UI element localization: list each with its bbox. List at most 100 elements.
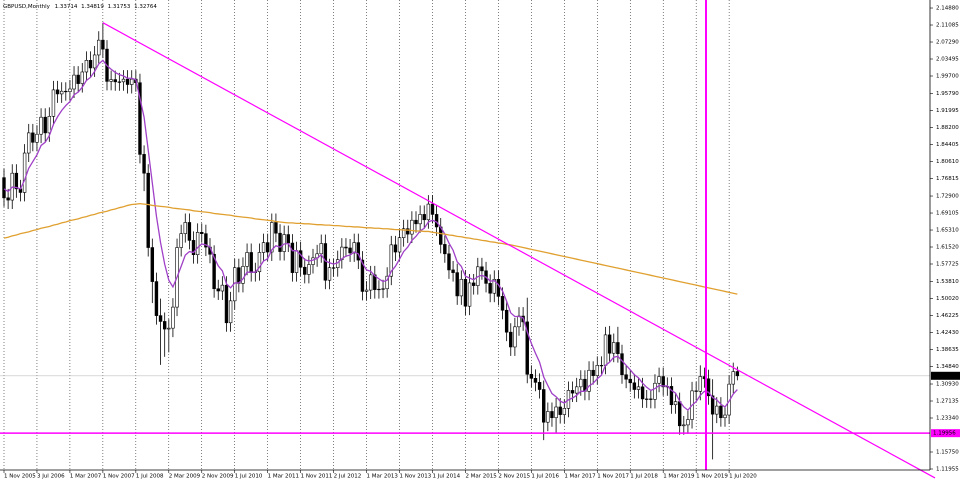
candle-body bbox=[72, 74, 76, 90]
candle-body bbox=[171, 306, 175, 329]
plot-area bbox=[0, 22, 936, 479]
candle-body bbox=[331, 267, 336, 269]
candle-body bbox=[121, 78, 126, 83]
candle-body bbox=[459, 279, 464, 297]
candle-body bbox=[636, 386, 641, 390]
y-tick-label: 1.80610 bbox=[936, 159, 959, 165]
x-tick-label: 1 Jul 2008 bbox=[136, 474, 164, 480]
candle-body bbox=[422, 214, 426, 221]
y-tick-label: 1.50020 bbox=[936, 296, 959, 302]
candle-body bbox=[109, 79, 113, 82]
candle-body bbox=[51, 89, 56, 117]
candle-body bbox=[418, 214, 422, 225]
candle-body bbox=[245, 252, 249, 267]
candle-body bbox=[719, 405, 723, 419]
candle-body bbox=[401, 228, 406, 238]
x-tick-label: 1 Mar 2013 bbox=[367, 474, 399, 480]
candle-body bbox=[14, 172, 19, 190]
candle-body bbox=[426, 203, 431, 221]
candle-body bbox=[55, 89, 60, 95]
symbol: GBPUSD,Monthly bbox=[3, 4, 51, 10]
candle-body bbox=[587, 369, 591, 392]
candle-body bbox=[389, 244, 393, 277]
candle-body bbox=[677, 401, 682, 427]
candle-body bbox=[76, 74, 80, 84]
candle-body bbox=[669, 386, 674, 406]
candle-body bbox=[352, 242, 356, 254]
candle-body bbox=[451, 269, 455, 273]
x-tick-label: 2 Mar 2015 bbox=[465, 474, 497, 480]
candle-body bbox=[64, 90, 68, 93]
candle-body bbox=[661, 376, 665, 388]
candle-body bbox=[509, 331, 513, 348]
candle-body bbox=[624, 374, 628, 380]
candle-body bbox=[88, 60, 93, 69]
y-tick-label: 1.65310 bbox=[936, 228, 959, 234]
candle-body bbox=[286, 234, 290, 244]
x-tick-label: 2 Mar 2009 bbox=[169, 474, 201, 480]
candle-body bbox=[47, 116, 52, 134]
candle-body bbox=[327, 267, 332, 281]
candle-body bbox=[471, 282, 476, 286]
candle-body bbox=[488, 283, 492, 294]
candle-body bbox=[550, 411, 554, 419]
candle-body bbox=[628, 378, 632, 384]
x-tick-label: 1 Mar 2011 bbox=[268, 474, 299, 480]
candle-body bbox=[443, 244, 447, 255]
candle-body bbox=[6, 197, 10, 201]
candle-body bbox=[220, 284, 225, 292]
candle-body bbox=[657, 376, 661, 384]
y-tick-label: 1.57725 bbox=[936, 261, 959, 267]
x-tick-label: 1 Jul 2016 bbox=[531, 474, 559, 480]
y-tick-label: 1.15750 bbox=[936, 449, 959, 455]
candle-body bbox=[265, 242, 270, 253]
candle-body bbox=[682, 424, 686, 427]
y-tick-label: 1.42430 bbox=[936, 330, 959, 336]
candle-body bbox=[162, 321, 167, 330]
candle-body bbox=[542, 389, 546, 423]
candle-body bbox=[92, 54, 97, 69]
candle-body bbox=[228, 300, 233, 324]
candle-body bbox=[645, 398, 649, 400]
y-tick-label: 2.03495 bbox=[936, 57, 959, 63]
candle-body bbox=[496, 279, 501, 297]
x-tick-label: 1 Jul 2020 bbox=[729, 474, 757, 480]
candle-body bbox=[237, 267, 241, 284]
x-tick-label: 1 Mar 2007 bbox=[70, 474, 102, 480]
candle-body bbox=[356, 242, 361, 261]
candle-body bbox=[381, 288, 385, 290]
y-tick-label: 1.88200 bbox=[936, 125, 959, 131]
candle-body bbox=[640, 386, 645, 400]
candle-body bbox=[80, 71, 84, 84]
moving-average-line bbox=[3, 59, 738, 412]
x-tick-label: 1 Nov 2011 bbox=[301, 474, 333, 480]
candle-body bbox=[723, 414, 727, 419]
candle-body bbox=[562, 408, 567, 415]
level-label-box bbox=[931, 429, 960, 438]
y-tick-label: 1.46225 bbox=[936, 313, 959, 319]
y-tick-label: 1.95790 bbox=[936, 91, 959, 97]
candle-body bbox=[558, 406, 562, 415]
candle-body bbox=[612, 342, 616, 354]
candle-body bbox=[492, 279, 496, 294]
candle-body bbox=[455, 272, 459, 297]
y-tick-label: 1.27135 bbox=[936, 399, 959, 405]
y-tick-label: 1.69105 bbox=[936, 211, 959, 217]
candle-body bbox=[632, 382, 637, 390]
candle-body bbox=[735, 371, 740, 377]
candle-body bbox=[278, 232, 282, 252]
candle-body bbox=[706, 378, 711, 397]
y-tick-label: 1.23340 bbox=[936, 416, 959, 422]
candle-body bbox=[59, 90, 64, 95]
y-tick-label: 2.14880 bbox=[936, 6, 959, 12]
x-tick-label: 2 Nov 2009 bbox=[202, 474, 234, 480]
candle-body bbox=[467, 282, 472, 307]
candle-body bbox=[731, 371, 735, 385]
candle-body bbox=[191, 240, 196, 256]
x-tick-label: 1 Jul 2018 bbox=[630, 474, 658, 480]
candle-body bbox=[447, 253, 451, 271]
candle-body bbox=[653, 382, 657, 400]
candle-body bbox=[603, 334, 608, 366]
candle-body bbox=[216, 288, 220, 292]
